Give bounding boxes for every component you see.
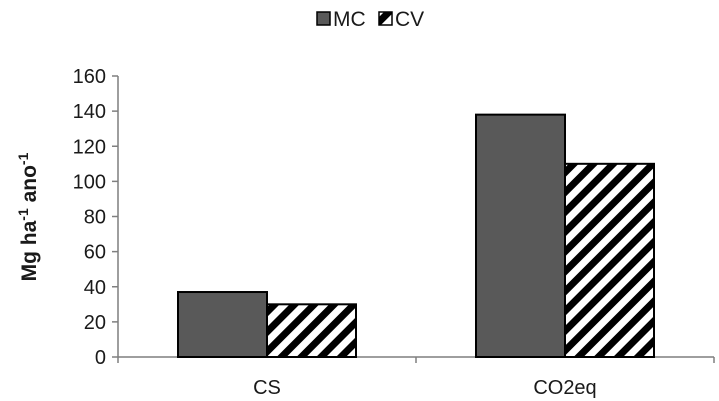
legend: MC CV: [316, 8, 424, 31]
x-axis: CS CO2eq: [117, 356, 715, 399]
x-tick-label: CS: [253, 377, 281, 399]
legend-swatch-cv: [378, 11, 393, 26]
bar-mc-co2eq: [475, 113, 566, 358]
y-axis-label: Mg ha-1 ano-1: [15, 152, 41, 281]
legend-label-cv: CV: [395, 8, 424, 31]
bar-cv-cs: [266, 303, 357, 358]
legend-swatch-mc: [316, 11, 331, 26]
y-tick-label: 80: [84, 207, 106, 229]
bar-mc-cs: [177, 291, 268, 358]
y-tick-label: 140: [73, 101, 106, 123]
y-tick-label: 120: [73, 136, 106, 158]
y-tick-label: 0: [95, 347, 106, 369]
bars: [177, 113, 655, 358]
y-tick-label: 40: [84, 277, 106, 299]
y-axis-label-part: Mg ha: [18, 220, 41, 281]
legend-label-mc: MC: [333, 8, 366, 31]
y-axis-label-superscript: -1: [15, 208, 31, 221]
y-tick-label: 160: [73, 66, 106, 88]
y-axis: 0 20 40 60 80 100 120 140 160: [73, 66, 119, 369]
y-tick-label: 100: [73, 171, 106, 193]
bar-cv-co2eq: [564, 162, 655, 358]
y-tick-label: 20: [84, 312, 106, 334]
y-tick-label: 60: [84, 242, 106, 264]
y-axis-label-superscript: -1: [15, 152, 31, 165]
y-axis-label-part: ano: [18, 165, 41, 208]
x-tick-label: CO2eq: [533, 377, 596, 399]
